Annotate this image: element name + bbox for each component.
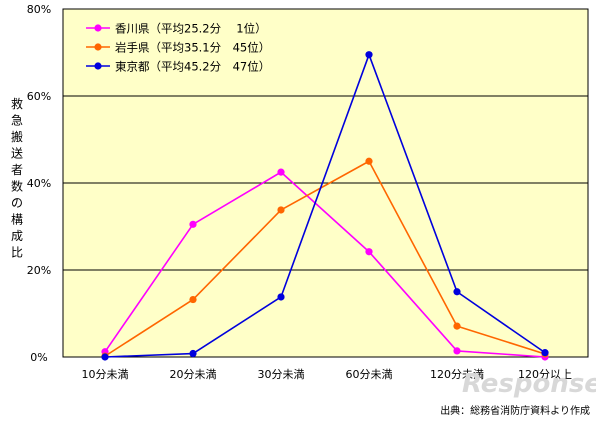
series-line — [104, 160, 546, 357]
legend-item: 香川県（平均25.2分 1位） — [86, 22, 267, 36]
y-axis-label-char: 成 — [11, 229, 23, 243]
data-point — [277, 206, 285, 214]
plot-border — [62, 8, 589, 358]
data-point — [365, 51, 373, 59]
x-tick-label: 10分未満 — [82, 368, 129, 381]
legend-label: 東京都（平均45.2分 47位） — [115, 60, 270, 74]
y-tick-label: 80% — [27, 3, 51, 16]
x-tick-label: 60分未満 — [346, 368, 393, 381]
y-axis-label-char: 構 — [11, 213, 23, 227]
y-axis-label-char: 送 — [11, 146, 23, 161]
legend-marker — [94, 24, 102, 32]
source-note: 出典：総務省消防庁資料より作成 — [440, 404, 590, 417]
series-line — [104, 53, 546, 358]
data-point — [453, 347, 461, 355]
data-point — [277, 168, 285, 176]
legend-item: 岩手県（平均35.1分 45位） — [86, 41, 270, 55]
y-axis-label-char: 者 — [11, 163, 23, 177]
y-tick-label: 0% — [30, 351, 47, 364]
y-axis-label-char: の — [11, 196, 23, 210]
data-point — [189, 220, 197, 228]
x-tick-label: 120分未満 — [430, 368, 484, 381]
legend-label: 岩手県（平均35.1分 45位） — [115, 41, 270, 55]
data-point — [365, 157, 373, 165]
y-axis-label-char: 数 — [11, 179, 23, 194]
data-point — [189, 349, 197, 358]
legend-marker — [94, 62, 102, 70]
series-line — [104, 171, 546, 358]
data-point — [189, 295, 197, 304]
data-point — [453, 288, 461, 296]
y-tick-label: 40% — [27, 177, 51, 190]
y-axis-label-char: 搬 — [11, 129, 23, 144]
y-axis-ticks: 0% 20% 40% 60% 80% — [27, 3, 51, 364]
gridlines — [63, 95, 588, 271]
watermark: Response — [462, 369, 596, 399]
data-point — [365, 248, 373, 256]
y-axis-label-char: 急 — [11, 113, 23, 128]
series — [101, 168, 549, 361]
data-point — [277, 293, 285, 301]
x-axis-ticks: 10分未満 20分未満 30分未満 60分未満 120分未満 120分以上 — [82, 368, 573, 381]
y-tick-label: 20% — [27, 264, 51, 277]
legend-marker — [94, 43, 102, 51]
x-tick-label: 120分以上 — [518, 368, 572, 381]
x-tick-label: 20分未満 — [170, 368, 217, 381]
series-layer — [101, 51, 549, 361]
legend-item: 東京都（平均45.2分 47位） — [86, 60, 270, 74]
y-axis-label-char: 比 — [11, 246, 23, 260]
legend-label: 香川県（平均25.2分 1位） — [115, 22, 267, 36]
legend: 香川県（平均25.2分 1位） 岩手県（平均35.1分 45位） 東京都（平均45.… — [86, 22, 270, 74]
series — [101, 51, 549, 361]
y-axis-label-char: 救 — [11, 96, 23, 111]
x-tick-label: 30分未満 — [258, 368, 305, 381]
data-point — [453, 322, 461, 330]
y-tick-label: 60% — [27, 90, 51, 103]
data-point — [101, 353, 109, 361]
data-point — [541, 349, 549, 357]
